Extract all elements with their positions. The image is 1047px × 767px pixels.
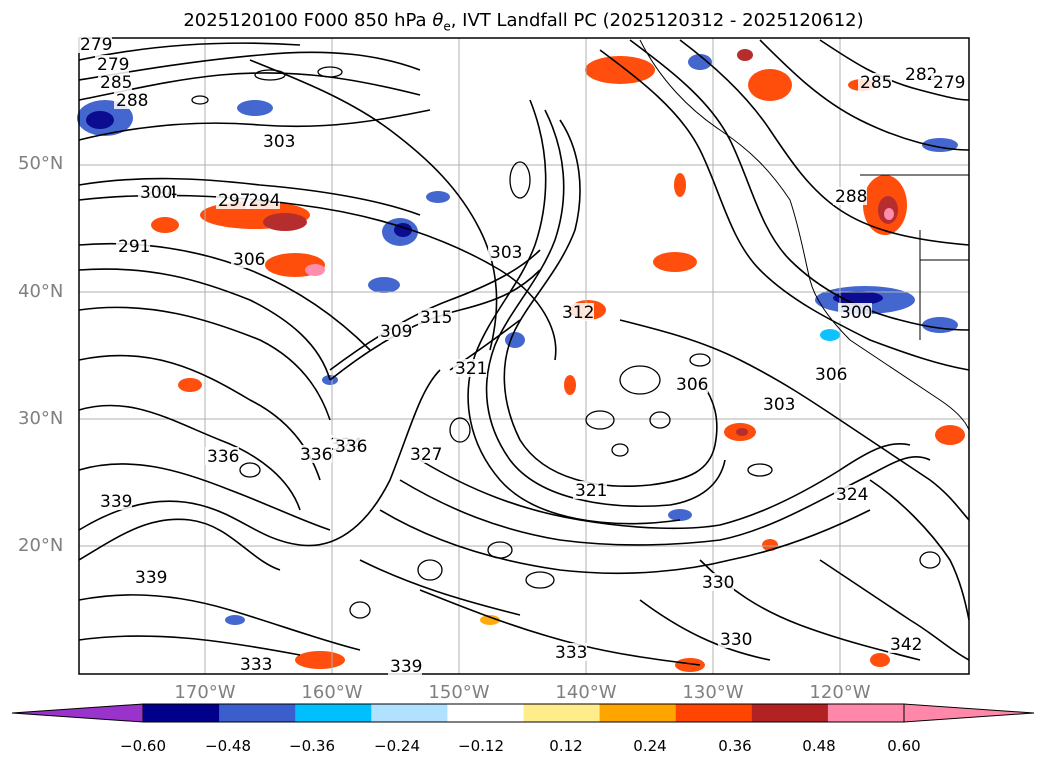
contour-labels: 2792792852882912942942973003033033033063… (78, 35, 965, 677)
contour-label: 336 (335, 437, 367, 457)
contour-label: 312 (562, 303, 594, 323)
contour-label: 285 (100, 73, 132, 93)
colorbar-over-triangle (903, 703, 1035, 723)
colorbar-tick-label: 0.24 (633, 737, 667, 755)
contour-label: 333 (240, 655, 272, 675)
contour-label: 306 (815, 365, 847, 385)
colorbar-tick-label: −0.48 (205, 737, 251, 755)
contour-label: 336 (207, 447, 239, 467)
colorbar-segment (523, 704, 601, 722)
contour-label: 303 (263, 132, 295, 152)
gridlines (79, 38, 969, 674)
contour-label: 303 (763, 395, 795, 415)
lat-label-40n: 40°N (18, 281, 64, 302)
contour-label: 282 (905, 65, 937, 85)
lon-label-150w: 150°W (428, 682, 490, 703)
colorbar-under-triangle (11, 703, 144, 723)
map-title: 2025120100 F000 850 hPa θe, IVT Landfall… (183, 10, 864, 34)
colorbar-segment (219, 704, 296, 722)
contour-label: 330 (702, 573, 734, 593)
contour-label: 306 (233, 250, 265, 270)
contour-label: 321 (575, 481, 607, 501)
contour-label: 303 (490, 243, 522, 263)
contour-label: 306 (676, 375, 708, 395)
colorbar-tick-label: 0.12 (549, 737, 583, 755)
contour-label: 336 (300, 445, 332, 465)
map-frame (79, 38, 969, 674)
colorbar-tick-label: 0.36 (718, 737, 752, 755)
colorbar-segment (143, 704, 220, 722)
lon-label-160w: 160°W (301, 682, 363, 703)
colorbar-tick-label: 0.48 (802, 737, 836, 755)
colorbar-tick-label: −0.12 (458, 737, 504, 755)
contour-label: 279 (933, 73, 965, 93)
lat-label-20n: 20°N (18, 535, 64, 556)
contour-label: 294 (248, 191, 280, 211)
lon-label-120w: 120°W (809, 682, 871, 703)
theta-e-contours (78, 39, 970, 666)
contour-label: 297 (218, 191, 250, 211)
colorbar (11, 703, 1035, 723)
lat-label-30n: 30°N (18, 408, 64, 429)
colorbar-tick-label: −0.60 (120, 737, 166, 755)
colorbar-segment (295, 704, 372, 722)
colorbar-tick-label: −0.24 (374, 737, 420, 755)
colorbar-segment (447, 704, 524, 722)
contour-label: 300 (840, 303, 872, 323)
contour-label: 327 (410, 445, 442, 465)
lat-label-50n: 50°N (18, 153, 64, 174)
contour-label: 300 (140, 183, 172, 203)
colorbar-segment (371, 704, 448, 722)
contour-label: 321 (455, 359, 487, 379)
contour-label: 324 (836, 485, 868, 505)
contour-label: 291 (118, 237, 150, 257)
contour-label: 285 (860, 73, 892, 93)
colorbar-segment (599, 704, 677, 722)
colorbar-border (142, 703, 905, 723)
contour-label: 342 (890, 635, 922, 655)
contour-label: 288 (835, 187, 867, 207)
lon-label-140w: 140°W (555, 682, 617, 703)
lon-label-170w: 170°W (174, 682, 236, 703)
contour-label: 339 (100, 492, 132, 512)
contour-label: 330 (720, 630, 752, 650)
colorbar-segment (827, 704, 905, 722)
colorbar-tick-label: 0.60 (887, 737, 921, 755)
map-border (78, 37, 970, 675)
contour-label: 315 (420, 308, 452, 328)
contour-label: 288 (116, 91, 148, 111)
coastline (639, 39, 970, 431)
contour-label: 279 (80, 35, 112, 55)
colorbar-segment (675, 704, 753, 722)
small-contours (191, 66, 941, 619)
contour-label: 279 (97, 55, 129, 75)
contour-label: 333 (555, 643, 587, 663)
lon-label-130w: 130°W (682, 682, 744, 703)
colorbar-segment (751, 704, 829, 722)
colorbar-tick-label: −0.36 (289, 737, 335, 755)
contour-label: 339 (390, 657, 422, 677)
contour-label: 309 (380, 322, 412, 342)
contour-label: 339 (135, 568, 167, 588)
